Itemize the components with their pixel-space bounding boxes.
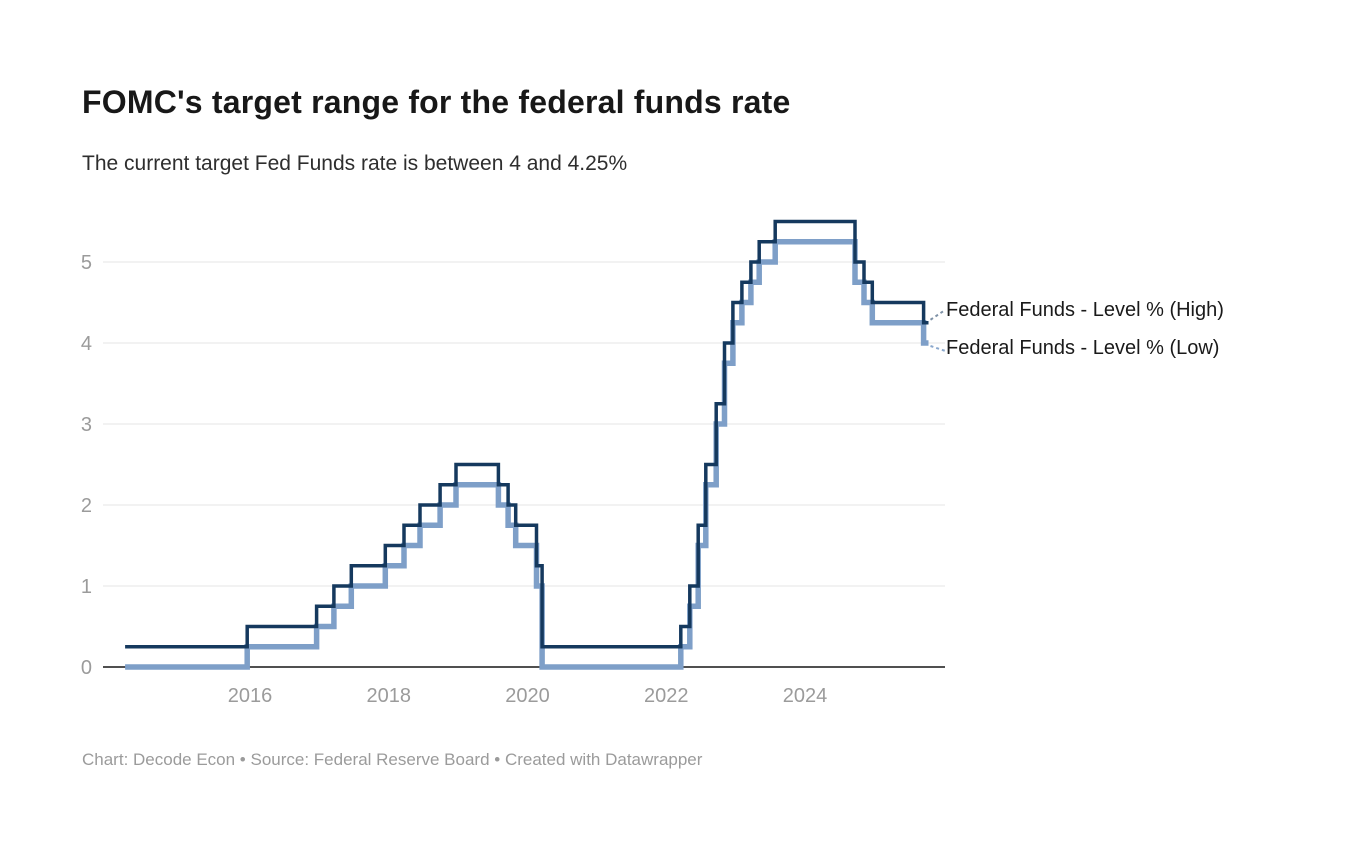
y-tick-label-3: 3 xyxy=(81,414,92,436)
series-label-high: Federal Funds - Level % (High) xyxy=(946,299,1224,321)
y-tick-label-4: 4 xyxy=(81,333,92,355)
y-tick-label-2: 2 xyxy=(81,495,92,517)
x-tick-label-2022: 2022 xyxy=(644,685,689,707)
y-tick-label-5: 5 xyxy=(81,252,92,274)
series-line-high xyxy=(125,219,929,649)
step-line-chart: 0 1 2 3 4 5 2016 2018 2020 2022 2024 xyxy=(81,219,947,707)
connector-high xyxy=(929,308,947,321)
chart-subtitle: The current target Fed Funds rate is bet… xyxy=(82,152,628,175)
series-line-low xyxy=(125,239,929,670)
connector-low xyxy=(930,345,946,352)
x-tick-label-2024: 2024 xyxy=(783,685,828,707)
chart-attribution: Chart: Decode Econ • Source: Federal Res… xyxy=(82,750,703,769)
chart-title: FOMC's target range for the federal fund… xyxy=(82,84,791,120)
x-tick-label-2016: 2016 xyxy=(228,685,273,707)
x-tick-label-2020: 2020 xyxy=(505,685,550,707)
y-tick-label-0: 0 xyxy=(81,657,92,679)
series-label-low: Federal Funds - Level % (Low) xyxy=(946,337,1220,359)
y-tick-label-1: 1 xyxy=(81,576,92,598)
x-tick-label-2018: 2018 xyxy=(367,685,412,707)
